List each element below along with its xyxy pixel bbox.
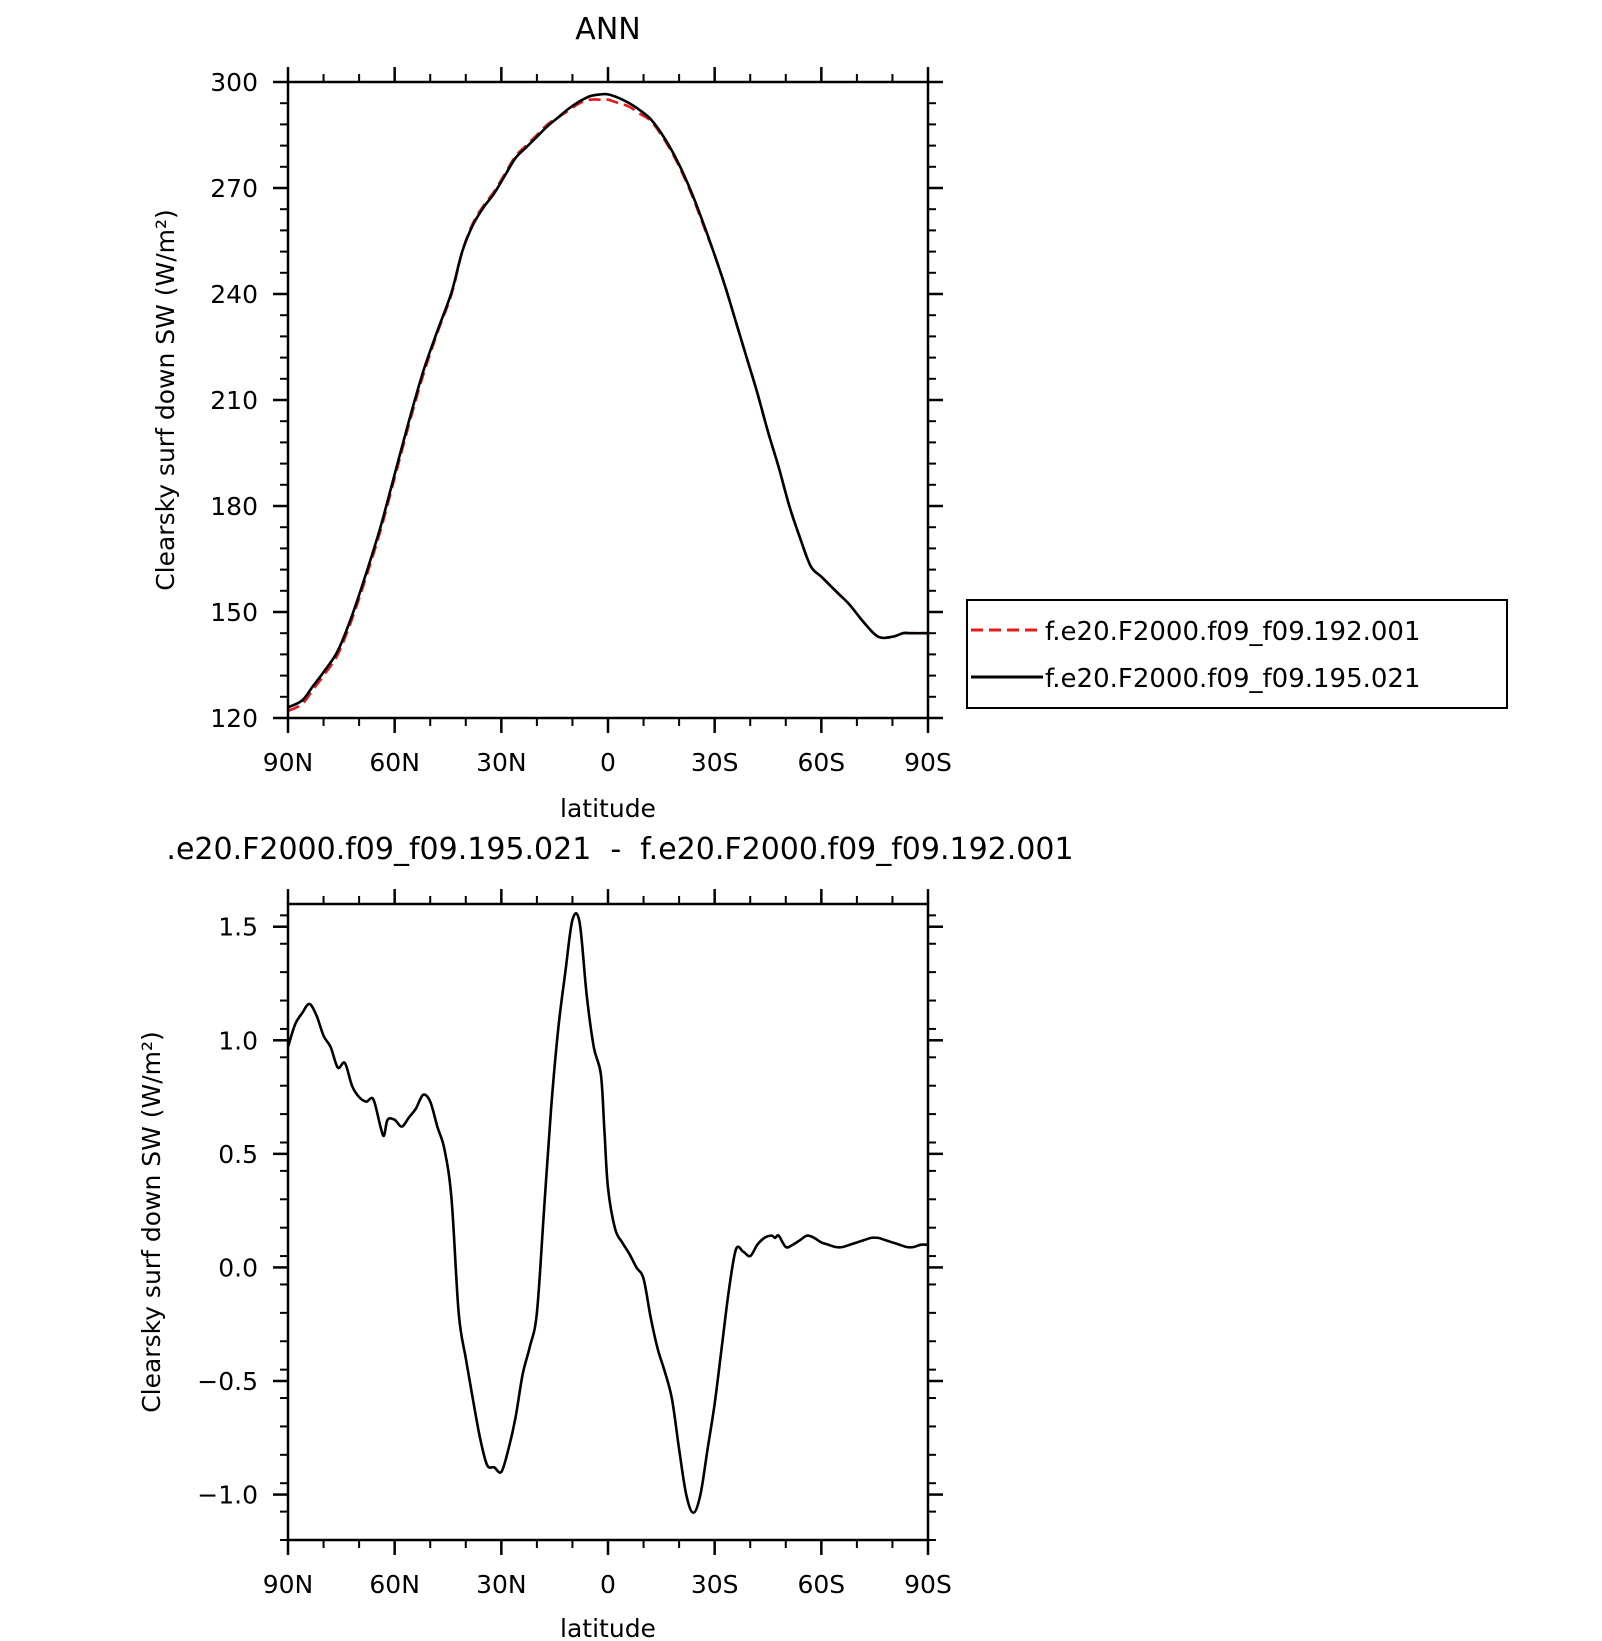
y-tick-label: 0.5	[218, 1140, 258, 1169]
bottom-chart-frame	[286, 902, 930, 1542]
bottom-chart-series	[286, 911, 929, 1515]
y-tick-label: 150	[210, 598, 258, 627]
top-chart-ticks: 90N 60N 30N 0 30S 60S 90S 120 150 180 210 240 270 300	[210, 67, 952, 777]
x-tick-label: 60S	[797, 748, 845, 777]
x-tick-label: 0	[600, 1570, 616, 1599]
bottom-chart-y-axis-label: Clearsky surf down SW (W/m²)	[137, 1031, 166, 1413]
y-tick-label: 0.0	[218, 1253, 258, 1282]
bottom-chart-x-axis-label: latitude	[560, 1614, 656, 1641]
top-chart-frame	[286, 80, 930, 720]
top-chart-y-axis-label: Clearsky surf down SW (W/m²)	[151, 209, 180, 591]
y-tick-label: 300	[210, 68, 258, 97]
legend-box	[966, 599, 1508, 709]
top-chart-series	[287, 92, 928, 713]
x-tick-label: 30N	[476, 1570, 527, 1599]
y-tick-label: 210	[210, 386, 258, 415]
x-tick-label: 60N	[369, 1570, 420, 1599]
y-tick-label: 1.0	[218, 1026, 258, 1055]
x-tick-label: 0	[600, 748, 616, 777]
series-line-f-e20-f2000-f09-f09-192-001	[287, 98, 928, 713]
y-tick-label: 120	[210, 704, 258, 733]
series-line-diff-0	[286, 911, 929, 1515]
bottom-chart-title: .e20.F2000.f09_f09.195.021 - f.e20.F2000…	[166, 832, 1073, 867]
series-line-f-e20-f2000-f09-f09-195-021	[287, 92, 928, 709]
x-tick-label: 90N	[263, 1570, 314, 1599]
legend-label-195-021: f.e20.F2000.f09_f09.195.021	[1045, 664, 1421, 694]
y-tick-label: 180	[210, 492, 258, 521]
x-tick-label: 60N	[369, 748, 420, 777]
y-tick-label: −0.5	[197, 1367, 258, 1396]
x-tick-label: 30S	[691, 1570, 739, 1599]
top-chart-legend: f.e20.F2000.f09_f09.192.001 f.e20.F2000.…	[966, 599, 1508, 709]
x-tick-label: 90N	[263, 748, 314, 777]
x-tick-label: 60S	[797, 1570, 845, 1599]
x-tick-label: 90S	[904, 1570, 952, 1599]
y-tick-label: 1.5	[218, 913, 258, 942]
top-chart-title: ANN	[575, 12, 640, 47]
y-tick-label: 240	[210, 280, 258, 309]
x-tick-label: 90S	[904, 748, 952, 777]
x-tick-label: 30S	[691, 748, 739, 777]
legend-label-192-001: f.e20.F2000.f09_f09.192.001	[1045, 617, 1421, 647]
top-chart-panel: ANN Clearsky surf down SW (W/m²) latitud…	[151, 12, 1508, 823]
y-tick-label: −1.0	[197, 1481, 258, 1510]
bottom-chart-ticks: 90N 60N 30N 0 30S 60S 90S −1.0 −0.5 0.0 0.5 1.0 1.5	[197, 889, 952, 1599]
x-tick-label: 30N	[476, 748, 527, 777]
bottom-chart-panel: .e20.F2000.f09_f09.195.021 - f.e20.F2000…	[137, 832, 1074, 1641]
y-tick-label: 270	[210, 174, 258, 203]
top-chart-x-axis-label: latitude	[560, 794, 656, 823]
